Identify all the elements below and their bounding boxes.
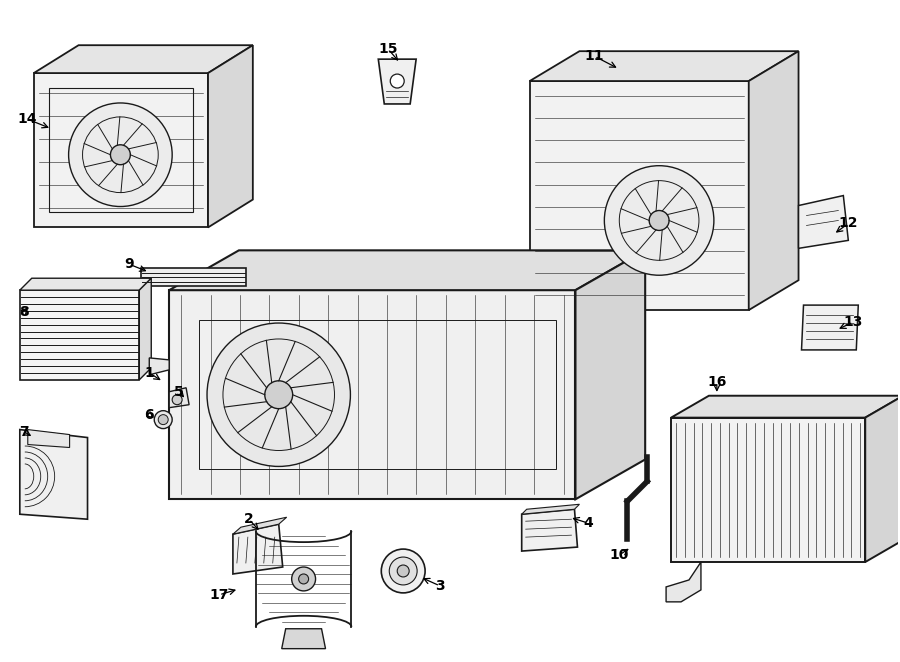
Text: 13: 13 [843, 315, 863, 329]
Polygon shape [378, 59, 416, 104]
Circle shape [299, 574, 309, 584]
Text: 6: 6 [145, 408, 154, 422]
Circle shape [265, 381, 292, 408]
Polygon shape [233, 524, 283, 574]
Text: 8: 8 [19, 305, 29, 319]
Circle shape [111, 145, 130, 165]
Text: 14: 14 [17, 112, 37, 126]
Text: 17: 17 [210, 588, 229, 602]
Polygon shape [233, 517, 287, 534]
Text: 9: 9 [124, 258, 134, 271]
Polygon shape [169, 290, 575, 499]
Circle shape [397, 565, 410, 577]
Text: 2: 2 [244, 512, 254, 526]
Polygon shape [671, 418, 865, 562]
Circle shape [292, 567, 316, 591]
Bar [20, 290, 140, 380]
Polygon shape [34, 45, 253, 73]
Polygon shape [149, 358, 169, 375]
Circle shape [207, 323, 350, 467]
Text: 5: 5 [175, 385, 184, 399]
Circle shape [391, 74, 404, 88]
Polygon shape [28, 430, 69, 448]
Circle shape [68, 103, 172, 207]
Bar [141, 268, 246, 286]
Circle shape [390, 557, 417, 585]
Polygon shape [208, 45, 253, 228]
Circle shape [604, 166, 714, 275]
Polygon shape [671, 396, 900, 418]
Polygon shape [530, 51, 798, 81]
Polygon shape [522, 504, 580, 514]
Text: 7: 7 [19, 424, 29, 439]
Polygon shape [865, 396, 900, 562]
Polygon shape [20, 278, 151, 290]
Polygon shape [522, 509, 578, 551]
Polygon shape [798, 195, 849, 248]
Text: 15: 15 [379, 42, 398, 56]
Polygon shape [169, 388, 189, 408]
Text: 3: 3 [436, 579, 445, 593]
Text: 10: 10 [609, 548, 629, 562]
Text: 4: 4 [583, 516, 593, 530]
Text: 16: 16 [707, 375, 726, 389]
Polygon shape [575, 250, 645, 499]
Circle shape [154, 410, 172, 428]
Polygon shape [20, 430, 87, 519]
Circle shape [172, 395, 182, 404]
Polygon shape [282, 629, 326, 649]
Circle shape [649, 211, 669, 230]
Polygon shape [666, 562, 701, 602]
Text: 1: 1 [144, 366, 154, 380]
Text: 11: 11 [585, 49, 604, 63]
Polygon shape [140, 278, 151, 380]
Circle shape [158, 414, 168, 424]
Circle shape [382, 549, 425, 593]
Polygon shape [802, 305, 859, 350]
Text: 12: 12 [839, 216, 858, 230]
Polygon shape [530, 81, 749, 310]
Polygon shape [169, 250, 645, 290]
Polygon shape [34, 73, 208, 228]
Polygon shape [749, 51, 798, 310]
